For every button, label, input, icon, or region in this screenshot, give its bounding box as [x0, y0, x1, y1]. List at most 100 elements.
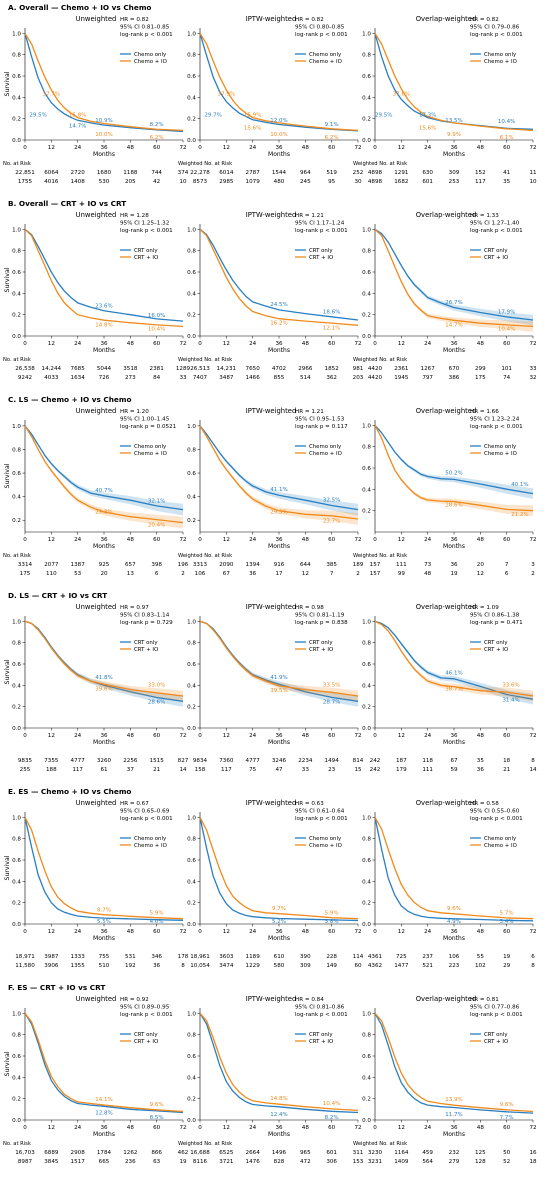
legend-label-trt: CRT + IO	[309, 255, 333, 261]
risk-cell: 1496	[272, 1150, 287, 1156]
survival-pct-label: 41.8%	[95, 675, 112, 681]
risk-cell: 531	[125, 954, 136, 960]
risk-cell: 2720	[71, 170, 86, 176]
y-tick-label: 0.6	[187, 74, 196, 80]
risk-cell: 18	[529, 1159, 537, 1165]
y-tick-label: 0.2	[12, 313, 21, 319]
x-tick-label: 0	[198, 341, 202, 347]
risk-cell: 630	[422, 170, 433, 176]
y-tick-label: 0.8	[12, 641, 21, 647]
x-tick-label: 60	[503, 929, 511, 935]
risk-cell: 252	[353, 170, 364, 176]
x-tick-label: 24	[249, 929, 257, 935]
y-tick-label: 1.0	[187, 619, 196, 625]
x-tick-label: 48	[127, 145, 135, 151]
risk-table-header: Weighted No. at Risk	[353, 357, 407, 363]
risk-cell: 580	[274, 963, 285, 969]
risk-cell: 797	[422, 375, 433, 381]
hr-stat: HR = 0.97	[120, 605, 149, 611]
risk-cell: 4420	[368, 375, 383, 381]
x-tick-label: 0	[23, 341, 27, 347]
hr-stat: 95% CI 0.61–0.64	[295, 809, 345, 815]
risk-cell: 50	[503, 1150, 511, 1156]
survival-curve-trt	[24, 1012, 184, 1113]
risk-cell: 187	[396, 758, 407, 764]
survival-curve-ref	[374, 1012, 534, 1114]
x-tick-label: 48	[477, 733, 485, 739]
x-tick-label: 72	[179, 537, 186, 543]
risk-cell: 118	[422, 758, 433, 764]
panel-title: Unweighted	[76, 995, 117, 1003]
y-tick-label: 0.0	[362, 726, 371, 732]
x-tick-label: 60	[503, 145, 511, 151]
y-tick-label: 1.0	[362, 31, 371, 37]
y-tick-label: 1.0	[362, 423, 371, 429]
risk-cell: 30	[354, 179, 362, 185]
risk-cell: 916	[274, 562, 285, 568]
x-tick-label: 36	[100, 733, 108, 739]
y-tick-label: 1.0	[362, 815, 371, 821]
hr-stat: log-rank p < 0.001	[120, 228, 173, 234]
section-title: C. LS — Chemo + IO vs Chemo	[8, 395, 131, 404]
risk-cell: 4777	[71, 758, 86, 764]
survival-curve-trt	[374, 228, 534, 328]
risk-cell: 964	[300, 170, 311, 176]
risk-table-header: No. at Risk	[3, 357, 31, 363]
survival-curve-trt	[24, 817, 184, 920]
risk-cell: 22,278	[190, 170, 210, 176]
x-tick-label: 12	[223, 733, 230, 739]
risk-cell: 19	[179, 1159, 187, 1165]
risk-cell: 99	[398, 571, 406, 577]
y-tick-label: 1.0	[187, 424, 196, 430]
x-tick-label: 12	[223, 341, 230, 347]
legend-label-trt: Chemo + IO	[134, 59, 167, 65]
legend-label-trt: Chemo + IO	[309, 451, 342, 457]
y-tick-label: 0.6	[362, 1054, 371, 1060]
risk-cell: 2	[356, 571, 360, 577]
x-tick-label: 36	[450, 733, 458, 739]
y-tick-label: 0.4	[187, 495, 196, 501]
x-tick-label: 48	[302, 1125, 310, 1131]
risk-cell: 744	[151, 170, 162, 176]
risk-cell: 1477	[394, 963, 409, 969]
y-tick-label: 0.2	[12, 705, 21, 711]
risk-cell: 8	[181, 963, 185, 969]
panel-title: Unweighted	[76, 15, 117, 23]
hr-stat: 95% CI 0.55–0.60	[470, 809, 520, 815]
x-tick-label: 36	[450, 537, 458, 543]
survival-curve-trt	[199, 1012, 359, 1112]
x-axis-label: Months	[443, 935, 465, 942]
legend-label-ref: CRT only	[309, 1032, 333, 1038]
y-tick-label: 0.8	[362, 249, 371, 255]
risk-cell: 2361	[394, 366, 409, 372]
risk-table-header: No. at Risk	[3, 1141, 31, 1147]
y-tick-label: 0.6	[362, 466, 371, 472]
survival-pct-label: 12.1%	[323, 326, 340, 332]
y-tick-label: 1.0	[362, 1011, 371, 1017]
x-axis-label: Months	[93, 543, 115, 550]
risk-cell: 75	[249, 767, 257, 773]
risk-cell: 1494	[325, 758, 340, 764]
x-tick-label: 24	[424, 733, 432, 739]
risk-table-header: Weighted No. at Risk	[178, 161, 232, 167]
y-tick-label: 0.4	[12, 1075, 21, 1081]
hr-stat: HR = 0.63	[295, 801, 324, 807]
y-tick-label: 1.0	[187, 815, 196, 821]
hr-stat: 95% CI 0.81–1.19	[295, 613, 345, 619]
x-tick-label: 0	[23, 733, 27, 739]
hr-stat: 95% CI 0.89–0.95	[120, 1005, 170, 1011]
y-tick-label: 0.4	[187, 291, 196, 297]
y-tick-label: 0.4	[187, 1075, 196, 1081]
risk-cell: 514	[300, 375, 311, 381]
survival-curve-trt	[24, 425, 184, 524]
risk-cell: 14	[179, 767, 187, 773]
risk-cell: 1333	[71, 954, 86, 960]
survival-pct-label: 13.9%	[445, 1097, 462, 1103]
x-tick-label: 0	[373, 1125, 377, 1131]
risk-cell: 644	[300, 562, 311, 568]
legend-label-ref: Chemo only	[484, 444, 517, 450]
risk-cell: 16,703	[15, 1150, 35, 1156]
x-tick-label: 36	[275, 929, 283, 935]
legend-label-trt: Chemo + IO	[484, 451, 517, 457]
survival-pct-label: 4.9%	[447, 919, 461, 925]
